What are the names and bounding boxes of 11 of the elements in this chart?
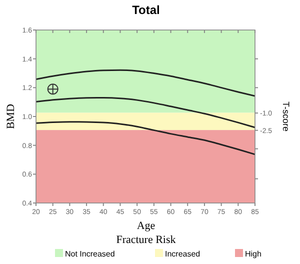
legend-label: High xyxy=(245,250,262,258)
line-series xyxy=(35,97,256,128)
y-axis-title: BMD xyxy=(5,104,17,130)
line-series xyxy=(35,69,256,97)
legend-label: Increased xyxy=(165,250,200,258)
chart-title: Total xyxy=(132,3,160,17)
legend-label: Not Increased xyxy=(65,250,115,258)
y2-axis-title: T-score xyxy=(281,101,291,132)
legend-title: Fracture Risk xyxy=(116,234,176,246)
x-axis-title: Age xyxy=(136,220,156,232)
line-series xyxy=(35,121,256,156)
